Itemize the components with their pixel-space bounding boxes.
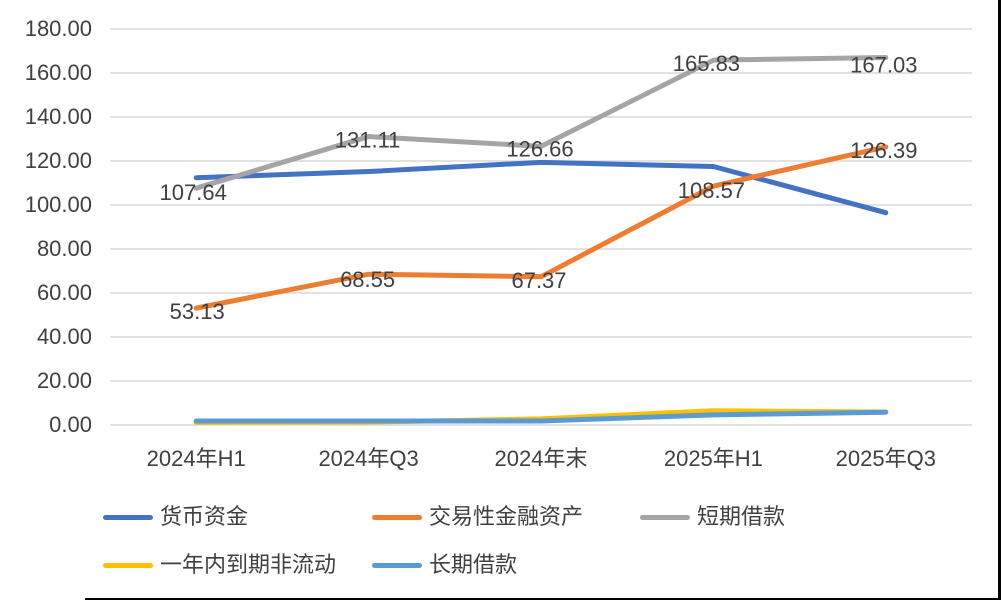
y-axis-tick-label: 100.00 — [24, 192, 92, 217]
legend-swatch-trading-financial-assets — [372, 514, 422, 520]
data-label-trading-financial-assets: 68.55 — [340, 267, 395, 292]
x-axis-tick-label: 2025年Q3 — [835, 446, 936, 471]
legend-swatch-short-term-borrowings — [640, 514, 690, 520]
data-label-trading-financial-assets: 108.57 — [678, 178, 745, 203]
legend-label: 货币资金 — [160, 504, 249, 529]
legend-item-non-current-due-within-one-year: 一年内到期非流动 — [103, 552, 336, 578]
legend-label: 长期借款 — [429, 552, 518, 577]
bottom-border-line — [85, 598, 1001, 600]
y-axis-tick-label: 20.00 — [36, 368, 92, 393]
y-axis-tick-label: 140.00 — [24, 104, 92, 129]
x-axis-tick-label: 2025年H1 — [663, 446, 763, 471]
data-label-trading-financial-assets: 67.37 — [511, 268, 566, 293]
y-axis-tick-label: 80.00 — [36, 236, 92, 261]
series-line-trading-financial-assets — [193, 144, 889, 311]
legend-item-trading-financial-assets: 交易性金融资产 — [372, 504, 583, 530]
legend-swatch-non-current-due-within-one-year — [103, 562, 153, 568]
x-axis-tick-label: 2024年末 — [494, 446, 588, 471]
legend-item-monetary-funds: 货币资金 — [103, 504, 248, 530]
data-label-short-term-borrowings: 165.83 — [673, 51, 740, 76]
legend-item-short-term-borrowings: 短期借款 — [640, 504, 785, 530]
legend-label: 一年内到期非流动 — [160, 552, 337, 577]
y-axis-tick-label: 60.00 — [36, 280, 92, 305]
x-axis-tick-label: 2024年Q3 — [318, 446, 419, 471]
data-label-short-term-borrowings: 126.66 — [506, 136, 573, 161]
legend-swatch-monetary-funds — [103, 514, 153, 520]
y-axis-tick-label: 40.00 — [36, 324, 92, 349]
right-border-line — [998, 0, 1001, 600]
x-axis-tick-label: 2024年H1 — [146, 446, 246, 471]
y-axis-tick-label: 160.00 — [24, 60, 92, 85]
data-label-trading-financial-assets: 126.39 — [850, 138, 917, 163]
y-axis-tick-label: 0.00 — [49, 412, 92, 437]
legend-label: 交易性金融资产 — [429, 504, 584, 529]
legend-item-long-term-borrowings: 长期借款 — [372, 552, 517, 578]
data-label-short-term-borrowings: 131.11 — [335, 128, 401, 153]
series-line-monetary-funds — [193, 159, 889, 216]
data-label-trading-financial-assets: 53.13 — [170, 299, 225, 324]
y-axis-tick-label: 120.00 — [24, 148, 92, 173]
legend-label: 短期借款 — [697, 504, 786, 529]
series-line-short-term-borrowings — [193, 55, 889, 191]
legend-swatch-long-term-borrowings — [372, 562, 422, 568]
data-label-short-term-borrowings: 167.03 — [850, 53, 917, 78]
data-label-short-term-borrowings: 107.64 — [160, 180, 227, 205]
y-axis-tick-label: 180.00 — [24, 16, 92, 41]
series-line-long-term-borrowings — [193, 409, 889, 424]
